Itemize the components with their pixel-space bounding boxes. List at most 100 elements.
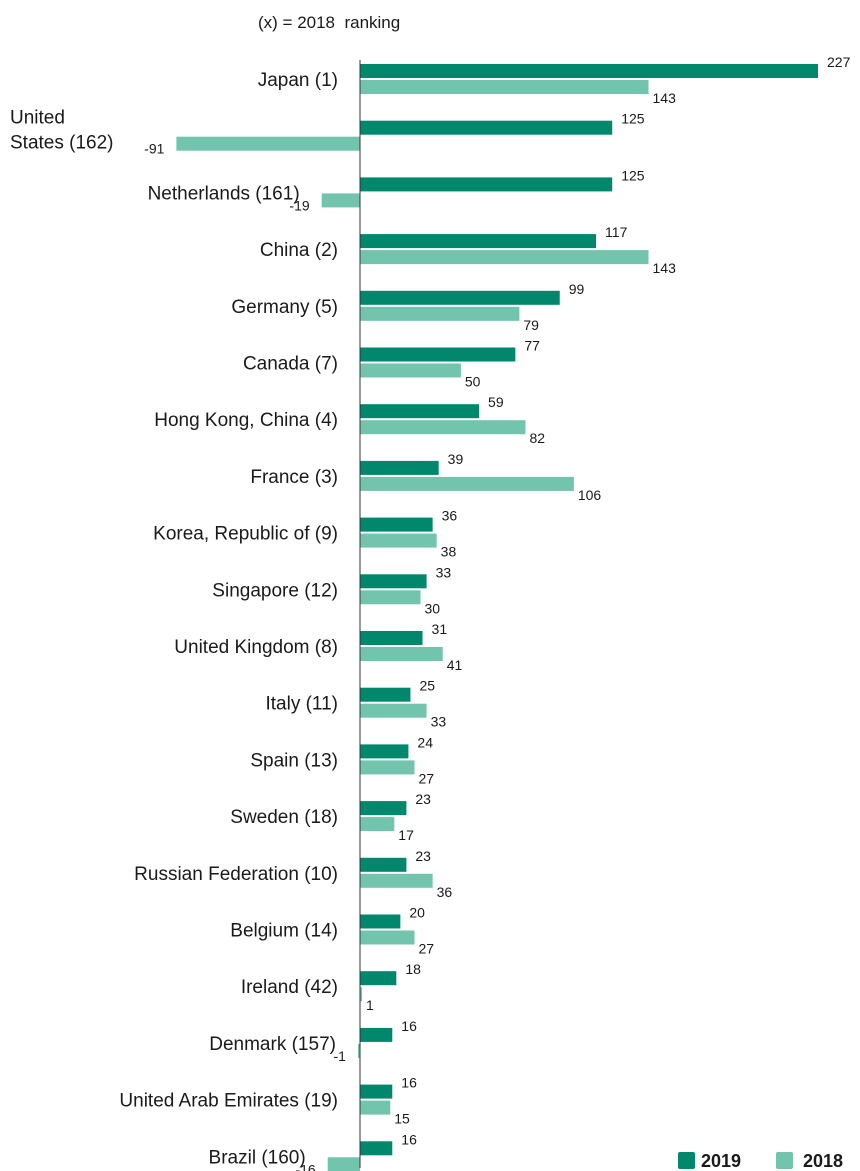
ranking-note: (x) = 2018 ranking: [258, 13, 400, 32]
bar-2018: [360, 703, 427, 718]
bar-2018: [360, 1100, 391, 1115]
bar-2019: [360, 460, 439, 475]
value-label-2018: 15: [394, 1111, 410, 1127]
value-label-2019: 20: [409, 905, 425, 921]
value-label-2018: 1: [366, 997, 374, 1013]
bar-2019: [360, 574, 427, 589]
bar-2019: [360, 177, 613, 192]
category-label: Singapore (12): [212, 580, 338, 601]
bar-2018: [360, 590, 421, 605]
category-label: States (162): [10, 133, 114, 154]
value-label-2019: 39: [448, 451, 464, 467]
category-label: Germany (5): [231, 297, 338, 318]
legend-label-2018: 2018: [803, 1151, 843, 1171]
value-label-2019: 23: [415, 791, 431, 807]
bar-2018: [360, 363, 461, 378]
bar-2018: [360, 987, 363, 1002]
legend: 2019 2018: [678, 1151, 843, 1171]
bar-2018: [360, 817, 395, 832]
value-label-2019: 24: [417, 734, 433, 750]
value-label-2019: 117: [605, 224, 628, 240]
value-label-2018: 143: [653, 90, 677, 106]
bar-2018: [357, 1043, 360, 1058]
value-label-2018: 36: [437, 884, 453, 900]
category-label: Denmark (157): [209, 1034, 336, 1055]
bar-2018: [360, 476, 574, 491]
value-label-2018: 106: [578, 487, 602, 503]
value-label-2019: 59: [488, 394, 504, 410]
bar-2019: [360, 517, 433, 532]
category-label: Ireland (42): [241, 977, 338, 998]
value-label-2018: -19: [289, 197, 309, 213]
bar-2019: [360, 1141, 393, 1156]
bar-2018: [176, 136, 360, 151]
category-label: China (2): [260, 240, 338, 261]
bar-2019: [360, 857, 407, 872]
value-label-2018: 38: [441, 544, 457, 560]
value-label-2019: 125: [621, 111, 645, 127]
category-label: Japan (1): [258, 70, 338, 91]
value-label-2019: 31: [432, 621, 448, 637]
bar-2019: [360, 801, 407, 816]
category-label: Netherlands (161): [148, 183, 300, 204]
bar-2018: [327, 1157, 360, 1171]
bar-2018: [360, 930, 415, 945]
value-label-2018: -1: [334, 1048, 347, 1064]
value-label-2019: 16: [401, 1131, 417, 1147]
value-label-2019: 23: [415, 848, 431, 864]
value-label-2019: 227: [827, 54, 851, 70]
category-label: Italy (11): [265, 694, 338, 715]
value-label-2018: 17: [398, 827, 414, 843]
value-label-2018: 33: [431, 714, 447, 730]
legend-swatch-2018: [776, 1152, 793, 1169]
bar-2018: [360, 647, 443, 661]
bar-2019: [360, 1027, 393, 1042]
bar-2018: [360, 873, 433, 888]
value-label-2019: 25: [419, 678, 435, 694]
bar-2019: [360, 744, 409, 759]
bar-2019: [360, 404, 480, 419]
value-label-2018: 82: [529, 430, 545, 446]
bar-2018: [360, 306, 520, 321]
bar-2019: [360, 120, 613, 135]
value-label-2018: 143: [653, 260, 677, 276]
value-label-2018: 27: [418, 770, 434, 786]
value-label-2018: 30: [425, 600, 441, 616]
category-label: Korea, Republic of (9): [153, 524, 338, 545]
value-label-2018: -91: [144, 141, 164, 157]
bar-2018: [360, 533, 437, 548]
value-label-2018: 79: [523, 317, 539, 333]
bar-2018: [360, 760, 415, 775]
value-label-2019: 77: [524, 338, 540, 354]
bar-2019: [360, 631, 423, 645]
value-label-2019: 99: [569, 281, 585, 297]
category-label: Spain (13): [250, 750, 338, 771]
category-label: France (3): [250, 467, 338, 488]
bar-2018: [360, 420, 526, 435]
bar-2018: [360, 250, 649, 265]
value-label-2018: -16: [295, 1161, 315, 1171]
bar-2018: [360, 80, 649, 94]
value-label-2019: 16: [401, 1075, 417, 1091]
bar-2019: [360, 290, 560, 305]
bar-2019: [360, 234, 597, 249]
bar-2019: [360, 914, 401, 929]
value-label-2019: 18: [405, 961, 421, 977]
category-label: Sweden (18): [230, 807, 338, 828]
bar-2019: [360, 971, 397, 986]
category-label: Canada (7): [243, 354, 338, 375]
bar-2019: [360, 64, 818, 78]
value-label-2018: 27: [418, 941, 434, 957]
category-label: United Kingdom (8): [174, 637, 338, 658]
legend-swatch-2019: [678, 1152, 695, 1169]
value-label-2019: 16: [401, 1018, 417, 1034]
bar-2019: [360, 1084, 393, 1099]
category-label: Hong Kong, China (4): [154, 410, 338, 431]
value-label-2019: 33: [436, 564, 452, 580]
bar-2019: [360, 687, 411, 702]
bar-2019: [360, 347, 516, 362]
legend-label-2019: 2019: [701, 1151, 741, 1171]
value-label-2018: 41: [447, 657, 463, 673]
category-label: Russian Federation (10): [134, 864, 338, 885]
